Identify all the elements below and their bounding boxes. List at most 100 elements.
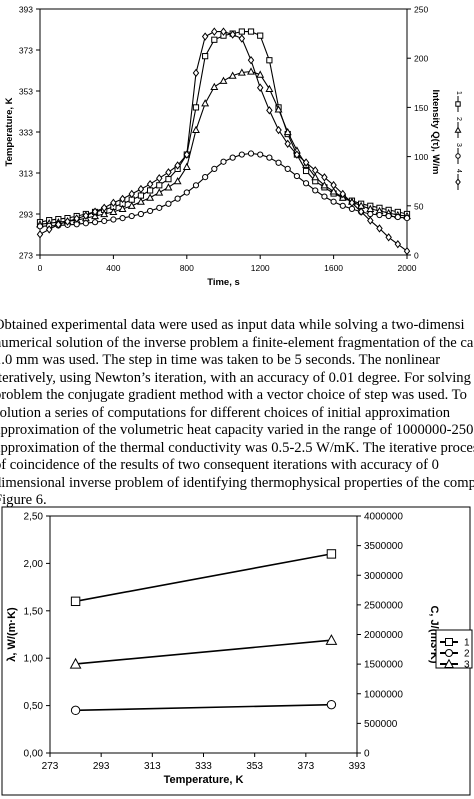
chart2-x-tick-label: 373 <box>297 761 314 772</box>
chart1-series-4-point <box>36 230 44 239</box>
chart1-series-4-point <box>339 189 347 199</box>
chart2-x-tick-label: 313 <box>144 761 161 772</box>
chart1-series-4-point <box>266 106 273 115</box>
chart1-series-3-point <box>82 220 89 227</box>
chart2-legend-label-2: 2 <box>464 649 470 660</box>
chart2-series-2-point <box>70 705 81 716</box>
chart1-series-4-point <box>137 184 145 194</box>
chart1-series-2-point <box>237 68 246 76</box>
chart2-series-2-line <box>75 703 332 712</box>
chart1-y-tick-label: 313 <box>19 169 33 179</box>
chart1-series-1-point <box>147 187 154 194</box>
chart2-plot-area <box>49 515 358 754</box>
chart2-series-3-line <box>75 639 332 665</box>
chart1-series-3-point <box>367 210 374 218</box>
chart1-series-2-point <box>192 125 200 134</box>
chart1-series-3-point <box>202 174 209 181</box>
chart1-y2-axis-label: Intensity Q(τ), W/m <box>430 90 441 175</box>
chart1-x-tick-label: 1200 <box>251 263 270 273</box>
chart1-series-3-point <box>165 200 172 207</box>
chart2-y-tick-label: 2,50 <box>24 512 44 523</box>
chart2-series-3-point <box>325 634 338 645</box>
chart1-series-3-point <box>394 213 401 221</box>
chart1-x-tick-label: 1600 <box>324 263 343 273</box>
chart1-series-2-point <box>118 204 127 212</box>
chart1-series-2-point <box>127 201 136 209</box>
chart1-series-1-point <box>257 32 264 39</box>
chart1-series-4-point <box>284 139 291 149</box>
chart1-series-2-point <box>265 84 274 93</box>
chart1-y-tick-label: 393 <box>19 5 33 15</box>
chart1-series-4-point <box>110 198 117 208</box>
chart2-series-1-line <box>75 553 332 603</box>
chart1-series-4-point <box>348 198 356 208</box>
chart1-series-3-point <box>385 212 392 220</box>
chart1-legend-marker-1 <box>455 101 461 107</box>
chart1-series-1-point <box>247 28 255 35</box>
chart2-legend-marker-1 <box>445 638 453 646</box>
chart1-y2-tick-label: 150 <box>414 103 428 113</box>
chart1-series-2-point <box>329 187 338 195</box>
chart1-series-4-point <box>385 233 392 242</box>
chart1-series-3-point <box>110 216 117 223</box>
chart1-series-3-point <box>36 223 44 230</box>
chart1-series-3-point <box>174 195 181 202</box>
chart1-series-4-point <box>247 55 255 65</box>
chart1-series-4-point <box>256 83 264 92</box>
chart1-series-4-point <box>275 125 282 135</box>
body-paragraph: Obtained experimental data were used as … <box>0 317 474 510</box>
chart1-series-3-point <box>376 211 383 219</box>
chart1-series-4-point <box>238 34 246 43</box>
chart1-series-3-point <box>321 193 328 200</box>
chart1-series-4-point <box>73 214 80 223</box>
chart1-series-4-point <box>64 217 71 226</box>
paragraph-line: of coincidence of the results of two con… <box>0 457 439 473</box>
chart1-series-4-point <box>146 179 154 189</box>
chart1-x-axis-label: Time, s <box>207 277 240 288</box>
chart1-series-3-point <box>91 219 99 226</box>
chart2-y-tick-label: 0,50 <box>24 701 44 712</box>
chart2-y-tick-label: 2,00 <box>24 559 44 570</box>
paragraph-line: approximation of the volumetric heat cap… <box>0 422 474 438</box>
paragraph-line: approximation of the thermal conductivit… <box>0 439 474 456</box>
chart1-series-3-point <box>238 151 245 158</box>
chart1-series-3-point <box>229 154 236 161</box>
chart1-y-tick-label: 293 <box>19 210 33 220</box>
thermophysical-properties-chart: 273 293 313 333 353 373 393 0,00 0,50 1,00 1,50 2,0… <box>1 506 473 796</box>
chart1-series-4-point <box>82 211 90 220</box>
chart1-series-3-point <box>128 212 135 220</box>
chart1-series-4-point <box>165 168 172 177</box>
chart1-series-4-point <box>321 173 328 182</box>
chart1-series-4-point <box>394 239 402 249</box>
chart1-x-tick-label: 0 <box>38 263 43 273</box>
chart1-series-4-point <box>211 27 218 36</box>
paragraph-line: dimensional inverse problem of identifyi… <box>0 474 474 491</box>
chart1-series-3-point <box>156 204 163 211</box>
chart1-series-2-point <box>146 193 155 201</box>
chart1-series-2-point <box>173 177 182 185</box>
chart1-legend-marker-2 <box>454 126 462 133</box>
chart1-y-tick-label: 273 <box>19 251 33 261</box>
chart1-series-1-point <box>266 57 273 64</box>
chart1-series-4-point <box>302 158 310 167</box>
chart1-series-1-line <box>39 31 408 223</box>
chart1-series-1-point <box>202 53 209 60</box>
chart1-y2-tick-label: 250 <box>414 5 428 15</box>
chart1-series-2-point <box>274 105 283 113</box>
chart1-series-3-point <box>330 198 337 205</box>
chart1-series-1-point <box>192 104 200 111</box>
temperature-intensity-chart: 0 400 800 1200 1600 2000273293313333353373393… <box>4 5 462 289</box>
chart1-series-4-point <box>174 161 181 170</box>
chart1-series-3-point <box>101 217 108 225</box>
chart1-series-4-point <box>119 194 126 204</box>
paragraph-line: iteratively, using Newton’s iteration, w… <box>0 369 471 386</box>
chart1-series-3-point <box>312 187 319 194</box>
chart2-series-3-point <box>69 657 82 669</box>
chart1-series-2-point <box>100 209 109 218</box>
chart1-series-4-point <box>183 150 191 159</box>
chart1-series-4-point <box>91 207 99 216</box>
chart1-series-1-point <box>238 28 245 35</box>
chart1-series-4-point <box>192 68 200 78</box>
paragraph-line: Figure 6. <box>0 492 47 508</box>
chart1-series-2-point <box>311 172 320 181</box>
